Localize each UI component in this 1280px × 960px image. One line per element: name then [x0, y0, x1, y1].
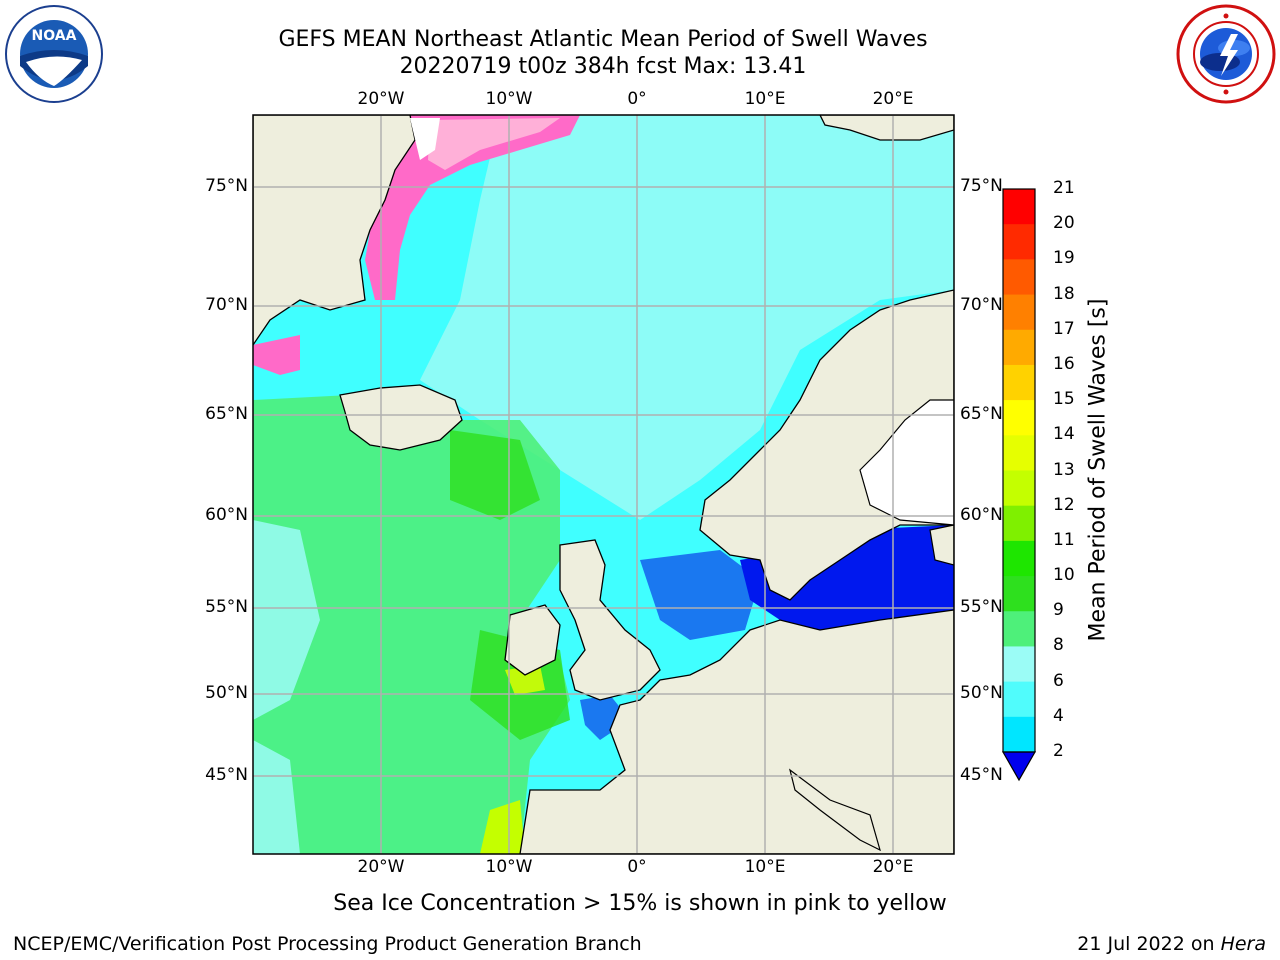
graticule — [253, 115, 954, 854]
lon-label-top: 0° — [627, 89, 647, 109]
lat-label-left: 50°N — [205, 683, 248, 703]
colorbar-band — [1003, 681, 1035, 718]
colorbar-band — [1003, 294, 1035, 331]
sea-ice-west — [253, 335, 300, 375]
lon-label-top: 20°E — [872, 89, 914, 109]
lat-label-right: 45°N — [960, 765, 1003, 785]
italy — [789, 768, 881, 852]
swell-zone-8-9-southwest — [253, 740, 300, 854]
footer-machine: Hera — [1220, 933, 1266, 955]
swell-zone-8-9-west — [253, 520, 320, 720]
colorbar-tick-label: 10 — [1053, 565, 1075, 586]
colorbar-tick-label: 9 — [1053, 600, 1064, 621]
lat-label-left: 75°N — [205, 176, 248, 196]
colorbar-band — [1003, 364, 1035, 401]
swell-zone-12-13 — [480, 800, 525, 854]
noaa-logo-text: NOAA — [32, 28, 77, 44]
colorbar-band — [1003, 435, 1035, 471]
colorbar-frame — [1002, 188, 1036, 753]
colorbar-tick-label: 20 — [1053, 213, 1075, 234]
colorbar-band — [1003, 716, 1035, 753]
svalbard — [819, 115, 954, 141]
lon-label-top: 20°W — [357, 89, 405, 109]
colorbar-tick-label: 12 — [1053, 494, 1075, 515]
greenland-ice-white — [410, 118, 440, 160]
lat-label-right: 60°N — [960, 505, 1003, 525]
colorbar-band — [1003, 470, 1035, 507]
colorbar-tick-label: 11 — [1053, 529, 1075, 550]
footer-date: 21 Jul 2022 on Hera — [1077, 933, 1266, 955]
swell-zone-13-14 — [505, 665, 545, 695]
colorbar-band — [1003, 259, 1035, 296]
lon-label-top: 10°E — [744, 89, 786, 109]
lat-label-left: 65°N — [205, 404, 248, 424]
colorbar-tick-label: 6 — [1053, 670, 1064, 691]
lon-label-bottom: 0° — [627, 857, 647, 877]
lat-label-right: 55°N — [960, 597, 1003, 617]
colorbar-tick-label: 19 — [1053, 248, 1075, 269]
lat-label-right: 65°N — [960, 404, 1003, 424]
sea-ice-edge — [428, 118, 560, 170]
colorbar-band — [1003, 400, 1035, 436]
chart-subtitle: 20220719 t00z 384h fcst Max: 13.41 — [399, 54, 807, 79]
colorbar-tick-label: 16 — [1053, 353, 1075, 374]
footer-date-text: 21 Jul 2022 on — [1077, 933, 1221, 955]
colorbar-tick-label: 18 — [1053, 283, 1075, 304]
swell-zone-10-11 — [450, 430, 540, 520]
sea-ice — [365, 115, 580, 300]
noaa-logo: NOAA — [4, 4, 104, 104]
colorbar-extend-arrow — [1001, 751, 1037, 782]
colorbar-tick-label: 17 — [1053, 318, 1075, 339]
bay-of-biscay — [580, 695, 630, 740]
lon-label-bottom: 20°W — [357, 857, 405, 877]
lon-label-bottom: 10°W — [485, 857, 533, 877]
colorbar-band — [1003, 611, 1035, 647]
swell-zone-8-9 — [420, 115, 954, 520]
finland-coast — [929, 524, 954, 566]
colorbar-band — [1003, 505, 1035, 542]
lat-label-left: 70°N — [205, 295, 248, 315]
colorbar — [1001, 188, 1037, 782]
colorbar-tick-label: 21 — [1053, 178, 1075, 198]
lon-label-bottom: 10°E — [744, 857, 786, 877]
sea-ice-note: Sea Ice Concentration > 15% is shown in … — [333, 891, 947, 916]
lat-label-right: 75°N — [960, 176, 1003, 196]
gulf-of-bothnia — [859, 399, 954, 526]
lon-label-top: 10°W — [485, 89, 533, 109]
colorbar-tick-label: 14 — [1053, 424, 1075, 445]
colorbar-label: Mean Period of Swell Waves [s] — [1085, 298, 1111, 642]
colorbar-band — [1003, 646, 1035, 683]
chart-title: GEFS MEAN Northeast Atlantic Mean Period… — [278, 27, 928, 52]
lat-label-left: 45°N — [205, 765, 248, 785]
lat-label-left: 60°N — [205, 505, 248, 525]
colorbar-tick-label: 15 — [1053, 389, 1075, 410]
colorbar-band — [1003, 540, 1035, 577]
footer-credit: NCEP/EMC/Verification Post Processing Pr… — [13, 933, 642, 955]
scandinavia — [699, 289, 954, 601]
north-sea — [640, 550, 760, 640]
continental-europe — [519, 609, 954, 854]
lat-label-right: 50°N — [960, 683, 1003, 703]
colorbar-band — [1003, 329, 1035, 366]
lon-label-bottom: 20°E — [872, 857, 914, 877]
colorbar-band — [1003, 224, 1035, 260]
map-frame — [252, 114, 955, 855]
colorbar-tick-label: 4 — [1053, 705, 1064, 726]
colorbar-band — [1003, 576, 1035, 612]
colorbar-tick-label: 2 — [1053, 741, 1064, 761]
lat-label-left: 55°N — [205, 597, 248, 617]
great-britain — [559, 539, 661, 701]
nws-logo — [1176, 4, 1276, 104]
colorbar-tick-label: 13 — [1053, 459, 1075, 480]
colorbar-band — [1003, 189, 1035, 225]
greenland — [253, 115, 416, 347]
iceland — [339, 384, 463, 451]
colorbar-tick-label: 8 — [1053, 635, 1064, 656]
lat-label-right: 70°N — [960, 295, 1003, 315]
